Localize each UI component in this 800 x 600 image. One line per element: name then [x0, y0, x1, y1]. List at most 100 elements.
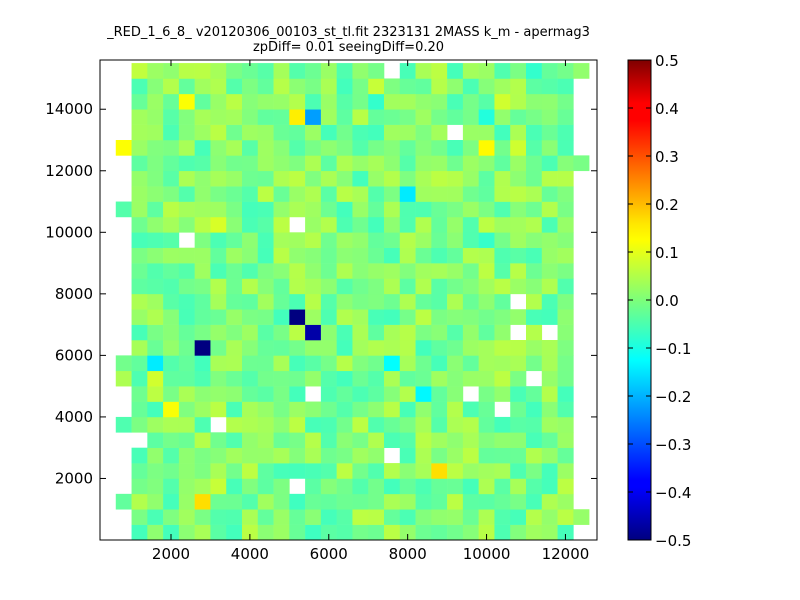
heatmap-cell	[415, 340, 432, 356]
heatmap-cell	[368, 509, 385, 525]
heatmap-cell	[352, 140, 369, 156]
heatmap-cell	[163, 216, 180, 233]
heatmap-cell	[478, 355, 495, 372]
heatmap-cell	[257, 78, 274, 95]
heatmap-cell	[478, 478, 495, 495]
heatmap-cell	[257, 340, 274, 356]
heatmap-cell	[462, 493, 479, 510]
heatmap-cell	[336, 386, 353, 402]
heatmap-cell	[352, 432, 369, 448]
heatmap-cell	[210, 493, 227, 510]
heatmap-cell	[257, 155, 274, 172]
heatmap-cell	[257, 124, 274, 141]
heatmap-cell	[305, 432, 322, 448]
heatmap-cell	[289, 370, 306, 387]
heatmap-cell	[415, 432, 432, 448]
heatmap-cell	[415, 124, 432, 141]
heatmap-cell	[384, 263, 401, 279]
x-tick-label: 4000	[231, 545, 269, 563]
heatmap-cell	[494, 416, 511, 433]
heatmap-cell	[541, 247, 558, 264]
heatmap-cell	[242, 386, 259, 402]
heatmap-cell	[431, 293, 448, 310]
heatmap-cell	[305, 201, 322, 218]
heatmap-cell	[320, 293, 337, 310]
heatmap-cell	[226, 63, 243, 79]
heatmap-cell	[336, 216, 353, 233]
heatmap-cell	[226, 293, 243, 310]
heatmap-cell	[510, 432, 527, 448]
heatmap-cell	[147, 432, 164, 448]
heatmap-cell	[210, 232, 227, 248]
heatmap-cell	[147, 401, 164, 418]
heatmap-cell	[368, 201, 385, 218]
heatmap-cell	[510, 93, 527, 110]
heatmap-cell	[163, 401, 180, 418]
heatmap-cell	[131, 232, 148, 248]
heatmap-cell	[194, 463, 211, 479]
heatmap-cell	[320, 155, 337, 172]
heatmap-cell	[431, 247, 448, 264]
heatmap-cell	[320, 324, 337, 341]
heatmap-cell	[399, 186, 416, 202]
heatmap-cell	[336, 524, 353, 541]
heatmap-cell	[210, 509, 227, 525]
heatmap-cell	[210, 63, 227, 79]
heatmap-cell	[399, 416, 416, 433]
heatmap-cell	[131, 247, 148, 264]
heatmap-cell	[147, 370, 164, 387]
heatmap-cell	[336, 355, 353, 372]
heatmap-cell	[178, 447, 195, 464]
heatmap-cell	[257, 232, 274, 248]
heatmap-cell	[273, 109, 290, 125]
heatmap-cell	[399, 232, 416, 248]
x-tick-label: 8000	[389, 545, 427, 563]
heatmap-cell	[163, 432, 180, 448]
heatmap-cell	[289, 293, 306, 310]
heatmap-cell	[194, 401, 211, 418]
heatmap-cell	[305, 109, 322, 125]
heatmap-cell	[526, 416, 543, 433]
heatmap-cell	[226, 109, 243, 125]
heatmap-cell	[384, 293, 401, 310]
heatmap-cell	[210, 201, 227, 218]
heatmap-cell	[289, 463, 306, 479]
heatmap-cell	[431, 170, 448, 187]
heatmap-cell	[242, 293, 259, 310]
heatmap-cell	[147, 170, 164, 187]
heatmap-cell	[368, 478, 385, 495]
heatmap-cell	[478, 370, 495, 387]
heatmap-cell	[415, 355, 432, 372]
heatmap-cell	[573, 63, 590, 79]
heatmap-cell	[510, 232, 527, 248]
heatmap-cell	[541, 232, 558, 248]
heatmap-cell	[163, 232, 180, 248]
heatmap-cell	[242, 216, 259, 233]
heatmap-cell	[273, 401, 290, 418]
heatmap-cell	[384, 93, 401, 110]
heatmap-cell	[147, 309, 164, 325]
heatmap-cell	[541, 447, 558, 464]
heatmap-cell	[478, 493, 495, 510]
heatmap-cell	[447, 109, 464, 125]
heatmap-cell	[352, 463, 369, 479]
y-tick-label: 4000	[55, 408, 93, 426]
heatmap-cell	[147, 201, 164, 218]
heatmap-cell	[384, 78, 401, 95]
heatmap-cell	[510, 186, 527, 202]
heatmap-cell	[273, 478, 290, 495]
heatmap-cell	[242, 78, 259, 95]
heatmap-cell	[242, 63, 259, 79]
heatmap-cell	[226, 309, 243, 325]
heatmap-cell	[557, 216, 574, 233]
heatmap-cell	[257, 463, 274, 479]
heatmap-cell	[305, 340, 322, 356]
heatmap-cell	[352, 263, 369, 279]
heatmap-cell	[131, 109, 148, 125]
heatmap-cell	[210, 401, 227, 418]
heatmap-cell	[447, 509, 464, 525]
heatmap-cell	[415, 170, 432, 187]
heatmap-cell	[131, 401, 148, 418]
heatmap-cell	[510, 278, 527, 295]
heatmap-cell	[320, 63, 337, 79]
